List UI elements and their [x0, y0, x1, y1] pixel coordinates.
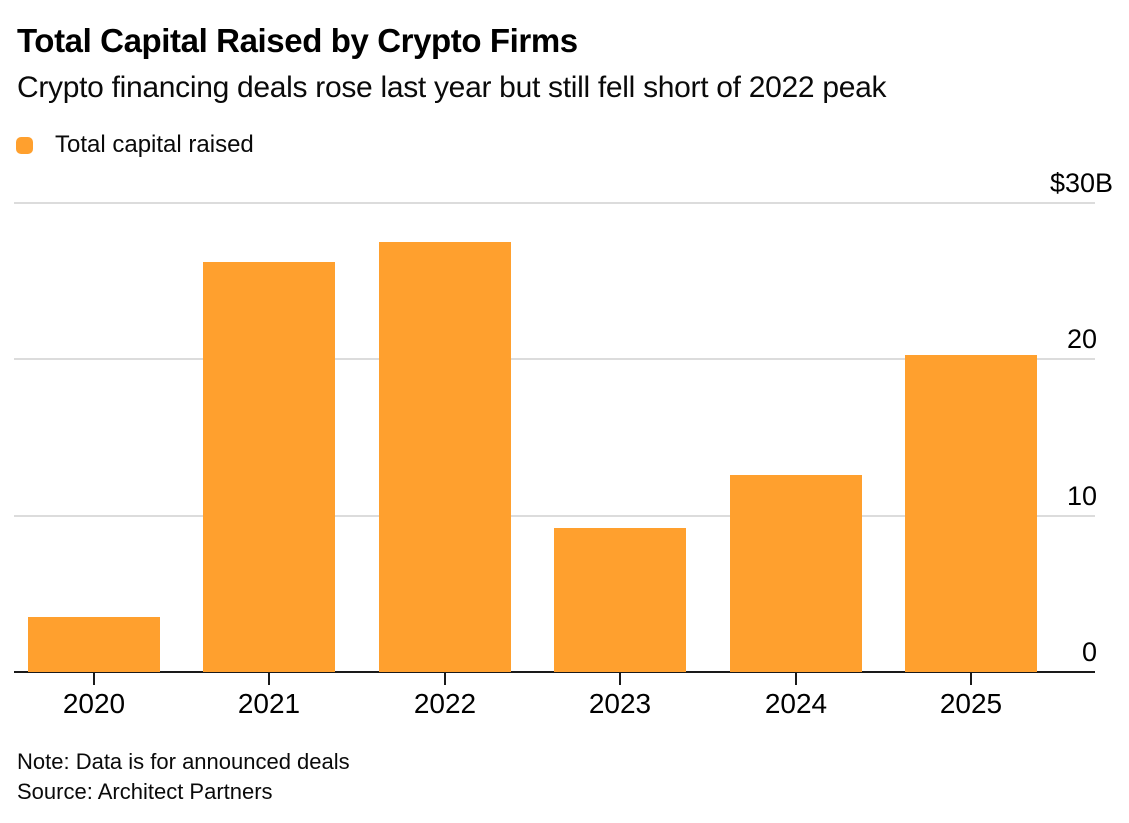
x-axis-tick [93, 673, 95, 685]
x-axis-tick [795, 673, 797, 685]
x-axis-tick-label: 2022 [413, 688, 477, 719]
chart-source: Source: Architect Partners [17, 779, 273, 804]
x-axis-tick [970, 673, 972, 685]
bar-2021 [203, 262, 335, 672]
x-axis-tick-label: 2021 [237, 688, 301, 719]
x-axis-tick-label: 2024 [764, 688, 828, 719]
gridline-10 [14, 515, 1095, 517]
y-axis-tick-label: 0 [1081, 637, 1097, 667]
bar-2025 [905, 355, 1037, 672]
bar-2022 [379, 242, 511, 672]
chart-note: Note: Data is for announced deals [17, 749, 350, 774]
bar-2024 [730, 475, 862, 672]
x-axis-tick-label: 2020 [62, 688, 126, 719]
chart-subtitle: Crypto financing deals rose last year bu… [17, 71, 887, 104]
bar-2020 [28, 617, 160, 672]
chart-title: Total Capital Raised by Crypto Firms [17, 22, 578, 59]
x-axis-tick [619, 673, 621, 685]
y-axis-tick-label: 10 [1066, 481, 1097, 511]
x-axis-tick [268, 673, 270, 685]
bar-2023 [554, 528, 686, 672]
y-axis-tick-label: 20 [1066, 324, 1097, 354]
y-axis-tick-label: $30B [1049, 168, 1113, 198]
legend-label: Total capital raised [55, 131, 254, 158]
gridline-20 [14, 358, 1095, 360]
x-axis-baseline [14, 671, 1095, 673]
legend: Total capital raised [16, 131, 254, 159]
gridline-30 [14, 202, 1095, 204]
legend-swatch-icon [16, 136, 33, 154]
x-axis-tick [444, 673, 446, 685]
x-axis-tick-label: 2025 [939, 688, 1003, 719]
x-axis-tick-label: 2023 [588, 688, 652, 719]
